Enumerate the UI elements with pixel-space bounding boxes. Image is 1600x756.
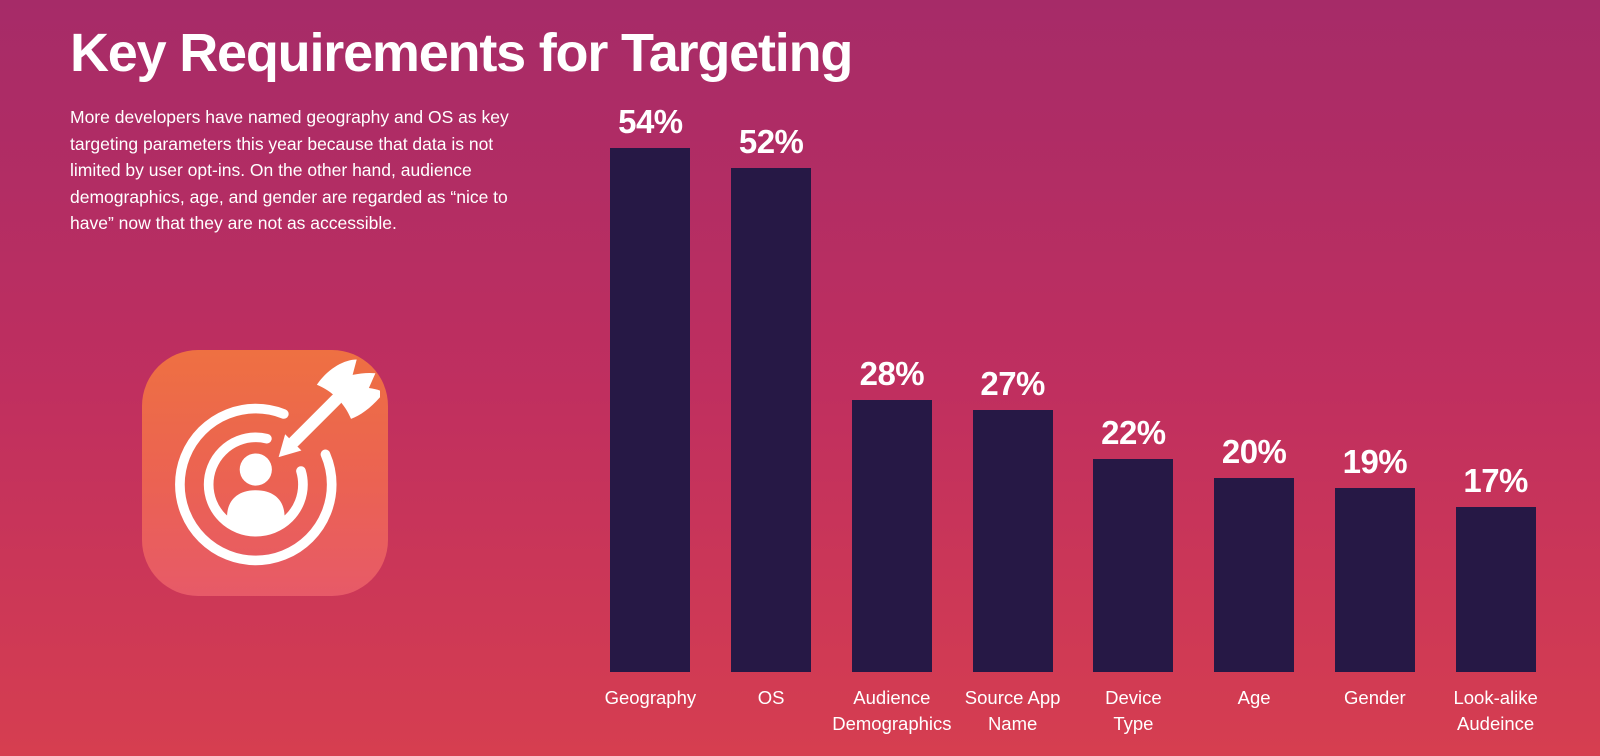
chart-column: 28% Audience Demographics <box>832 0 953 756</box>
target-audience-icon <box>142 350 388 596</box>
bar-value-label: 54% <box>618 103 683 141</box>
bar <box>851 400 932 672</box>
bar <box>1093 458 1174 672</box>
bar-chart: 54% Geography 52% OS 28% Audience Demographics… <box>590 0 1556 756</box>
bar-value-label: 22% <box>1101 413 1166 451</box>
chart-column: 19% Gender <box>1315 0 1436 756</box>
bar <box>972 410 1053 672</box>
category-label: Look-alike Audeince <box>1453 687 1538 734</box>
chart-column: 27% Source App Name <box>952 0 1073 756</box>
bar-value-label: 52% <box>738 122 804 160</box>
chart-column: 54% Geography <box>590 0 711 756</box>
description-text: More developers have named geography and… <box>70 107 509 233</box>
category-label: Source App Name <box>964 687 1061 734</box>
bar <box>610 148 691 672</box>
category-label: OS <box>757 687 785 708</box>
page-title: Key Requirements for Targeting <box>70 23 853 83</box>
category-label: Audience Demographics <box>832 687 952 734</box>
category-label: Geography <box>604 687 697 708</box>
bar-value-label: 19% <box>1342 442 1408 480</box>
bar-value-label: 20% <box>1221 433 1287 470</box>
target-dart-glyph <box>175 359 380 566</box>
bar <box>1334 487 1415 672</box>
bar <box>1214 478 1295 672</box>
bar-value-label: 17% <box>1463 462 1528 500</box>
chart-column: 22% Device Type <box>1073 0 1194 756</box>
bar-value-label: 28% <box>859 355 925 393</box>
category-label: Gender <box>1344 687 1406 708</box>
chart-column: 20% Age <box>1194 0 1315 756</box>
bar <box>731 167 812 672</box>
bar-value-label: 27% <box>980 365 1045 403</box>
category-label: Device Type <box>1105 687 1162 734</box>
chart-column: 52% OS <box>711 0 832 756</box>
category-label: Age <box>1237 687 1271 708</box>
chart-column: 17% Look-alike Audeince <box>1435 0 1556 756</box>
bar <box>1455 507 1536 672</box>
